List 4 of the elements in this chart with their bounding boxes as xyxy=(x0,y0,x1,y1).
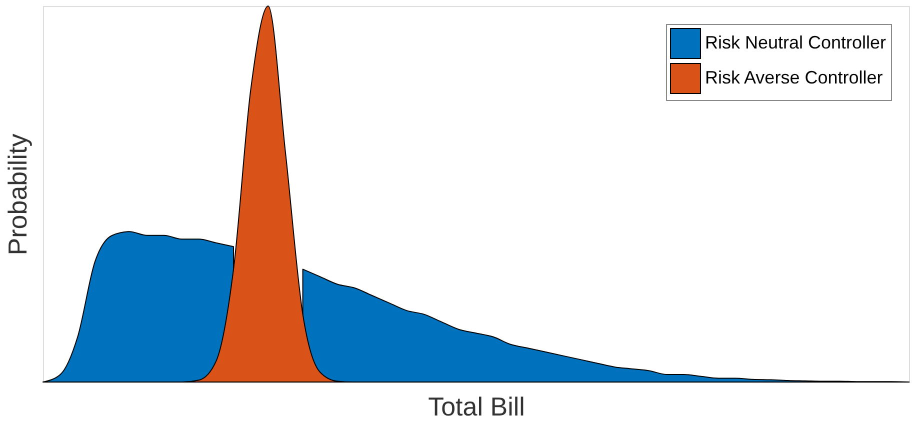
y-axis-title: Probability xyxy=(2,134,32,256)
x-axis-title: Total Bill xyxy=(428,392,525,422)
legend-label: Risk Neutral Controller xyxy=(705,32,886,52)
legend-label: Risk Averse Controller xyxy=(705,68,883,88)
